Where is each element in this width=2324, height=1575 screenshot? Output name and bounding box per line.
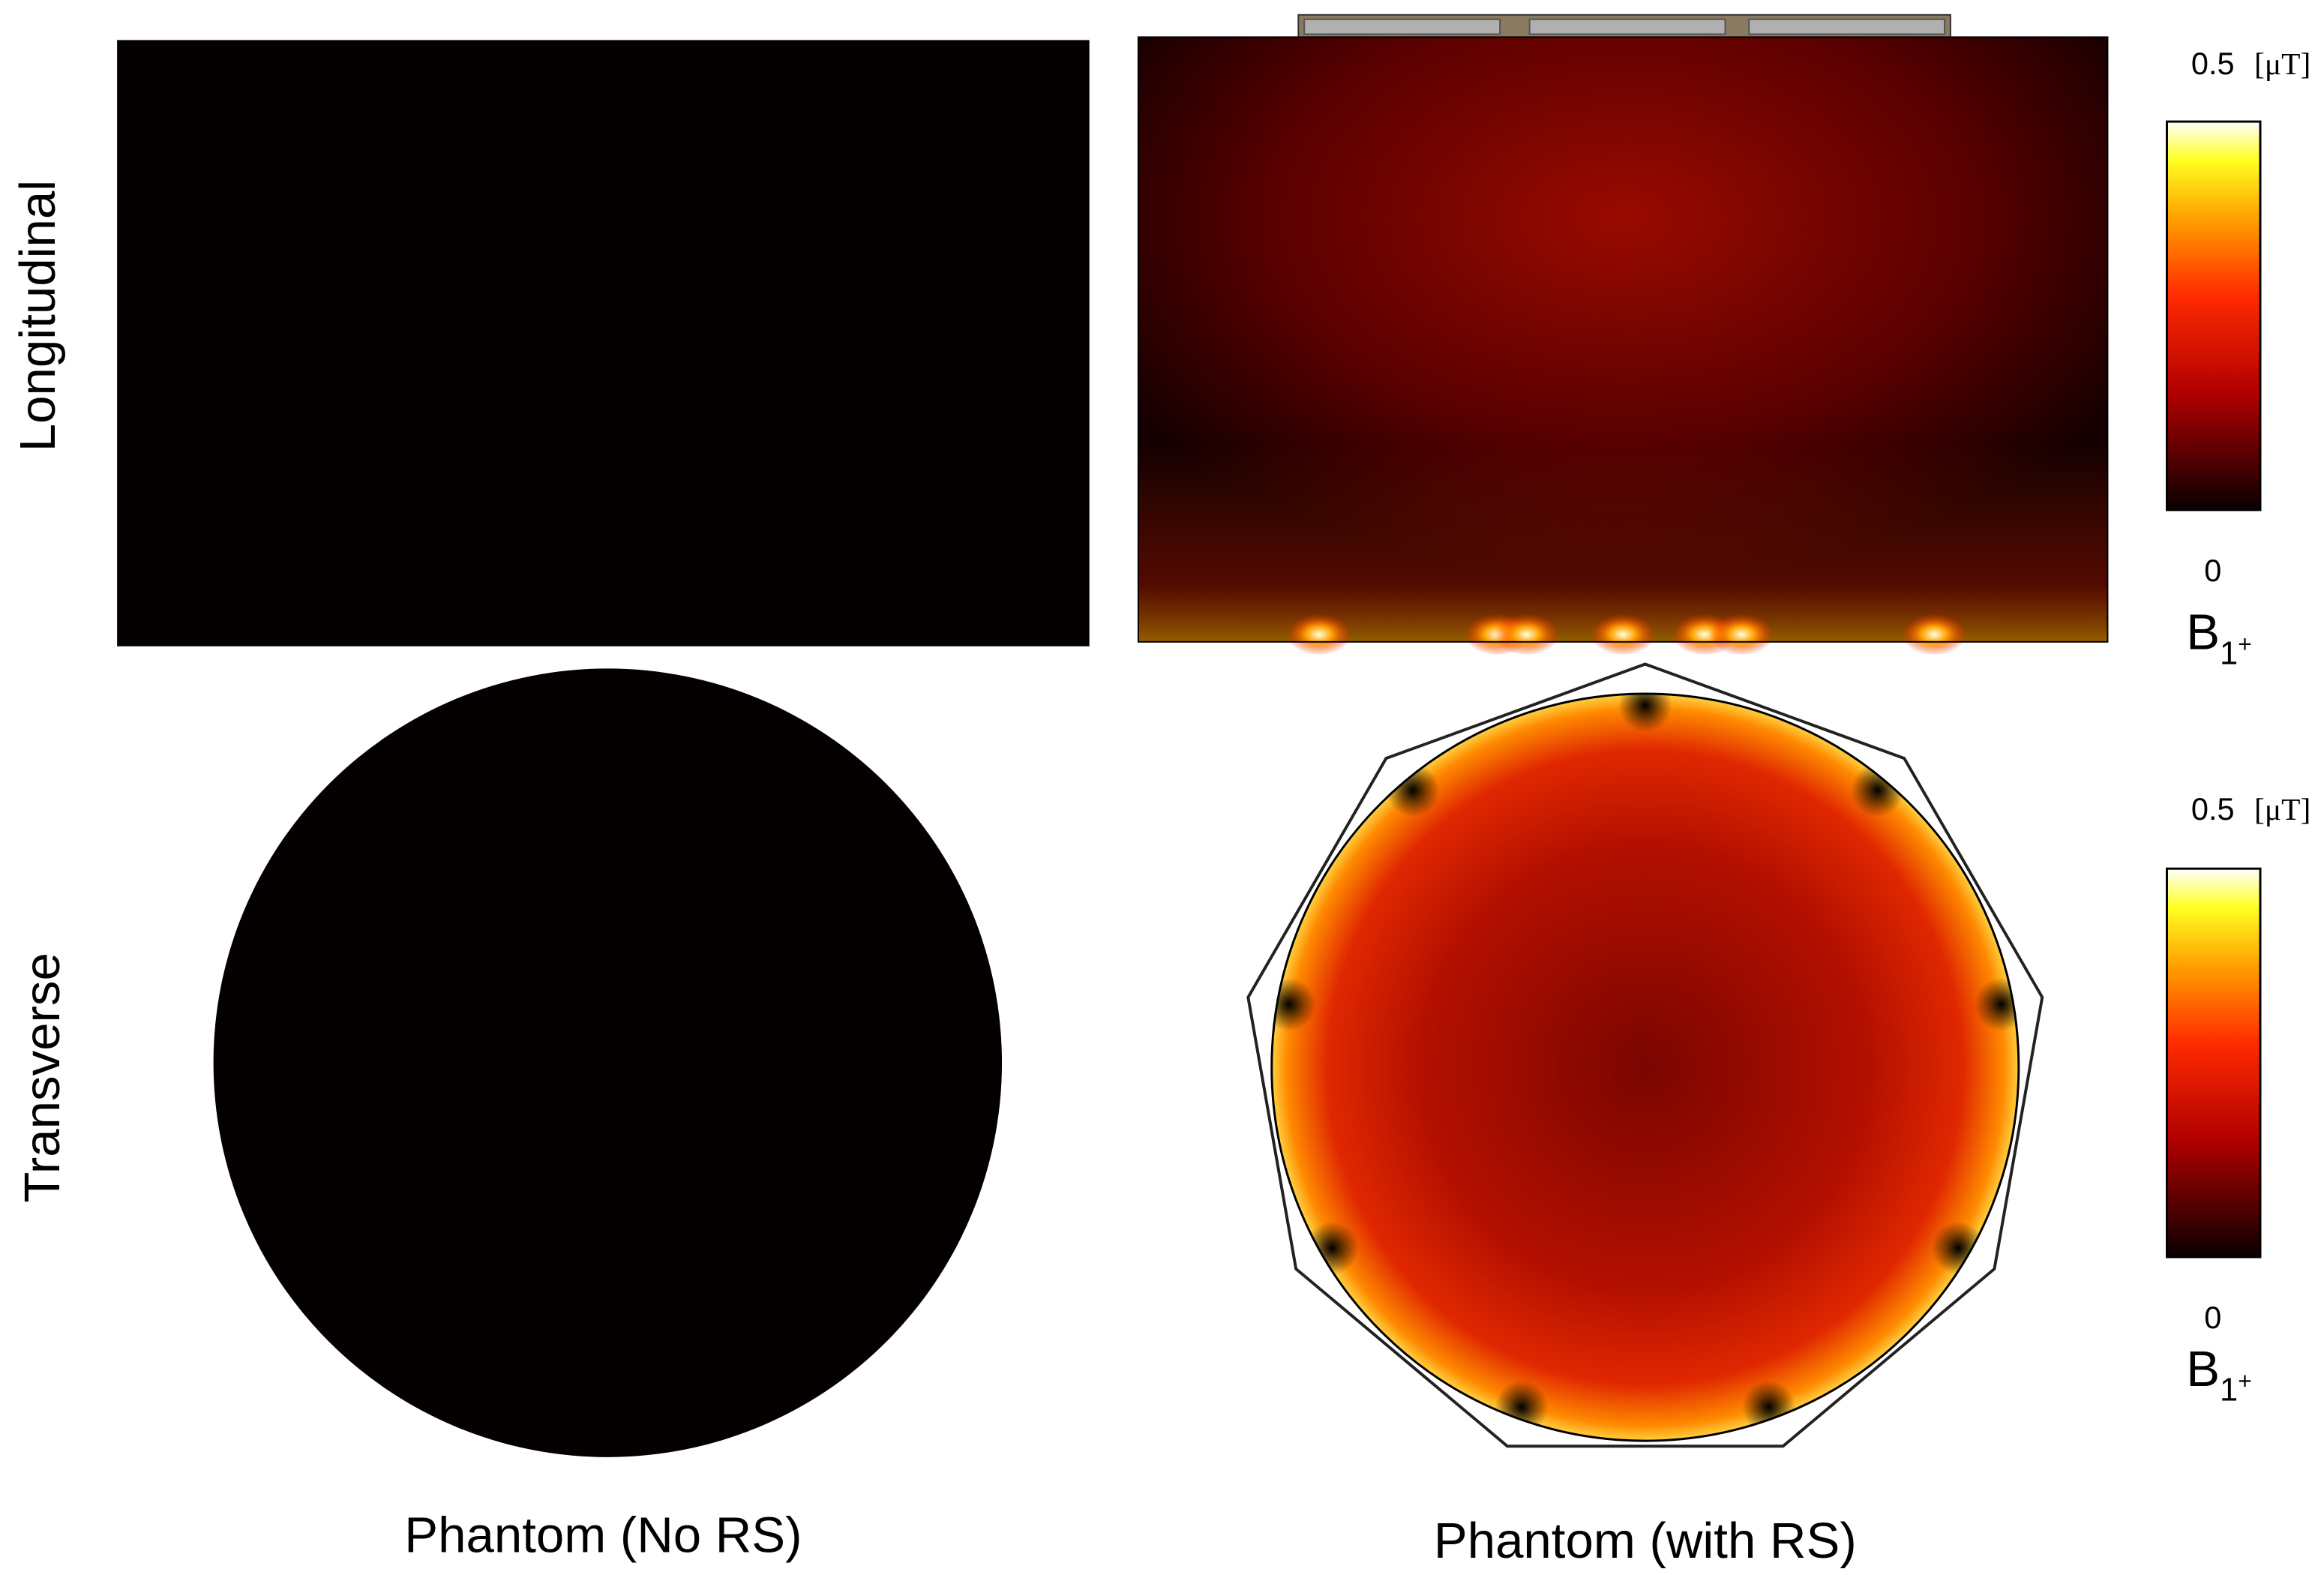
- row-label: Longitudinal: [10, 180, 66, 452]
- field-map-transverse-no-rs: [213, 668, 1003, 1457]
- colorbar-unit: [μT]: [2254, 46, 2311, 81]
- colorbar-unit: [μT]: [2254, 792, 2311, 826]
- field-map-longitudinal-with-rs: [1137, 36, 2109, 656]
- colorbar-scale: [2166, 867, 2262, 1258]
- field-detail: [1305, 1221, 1359, 1275]
- colorbar-label: B1+: [2186, 1341, 2251, 1408]
- field-detail: [1931, 1221, 1986, 1275]
- column-label: Phantom (No RS): [404, 1507, 802, 1563]
- field-detail: [1494, 614, 1560, 656]
- subscript: 1: [2220, 1372, 2238, 1408]
- field-detail: [1975, 977, 2019, 1031]
- colorbar-min: 0: [2204, 553, 2221, 588]
- field-detail: [1590, 614, 1656, 656]
- colorbar: 0.5 [μT] 0 B1+: [2166, 46, 2311, 672]
- colorbar: 0.5 [μT] 0 B1+: [2166, 791, 2311, 1408]
- coil-array: [1297, 14, 1951, 38]
- colorbar-scale: [2166, 120, 2262, 512]
- column-label: Phantom (with RS): [1434, 1513, 1857, 1569]
- field-detail: [1708, 614, 1774, 656]
- colorbar-min: 0: [2204, 1300, 2221, 1335]
- superscript: +: [2238, 631, 2251, 658]
- symbol: B: [2186, 604, 2220, 661]
- field-map-transverse-with-rs: [1246, 662, 2044, 1448]
- field-detail: [1271, 977, 1316, 1031]
- superscript: +: [2238, 1367, 2251, 1394]
- field-detail: [1618, 693, 1672, 733]
- row-label: Transverse: [14, 952, 70, 1203]
- field-detail: [1286, 614, 1352, 656]
- subscript: 1: [2220, 635, 2238, 671]
- colorbar-label: B1+: [2186, 604, 2251, 672]
- colorbar-max: 0.5: [2191, 791, 2235, 826]
- field-detail: [1901, 614, 1967, 656]
- colorbar-max: 0.5: [2191, 46, 2235, 81]
- field-map-longitudinal-no-rs: [117, 40, 1090, 646]
- symbol: B: [2186, 1341, 2220, 1397]
